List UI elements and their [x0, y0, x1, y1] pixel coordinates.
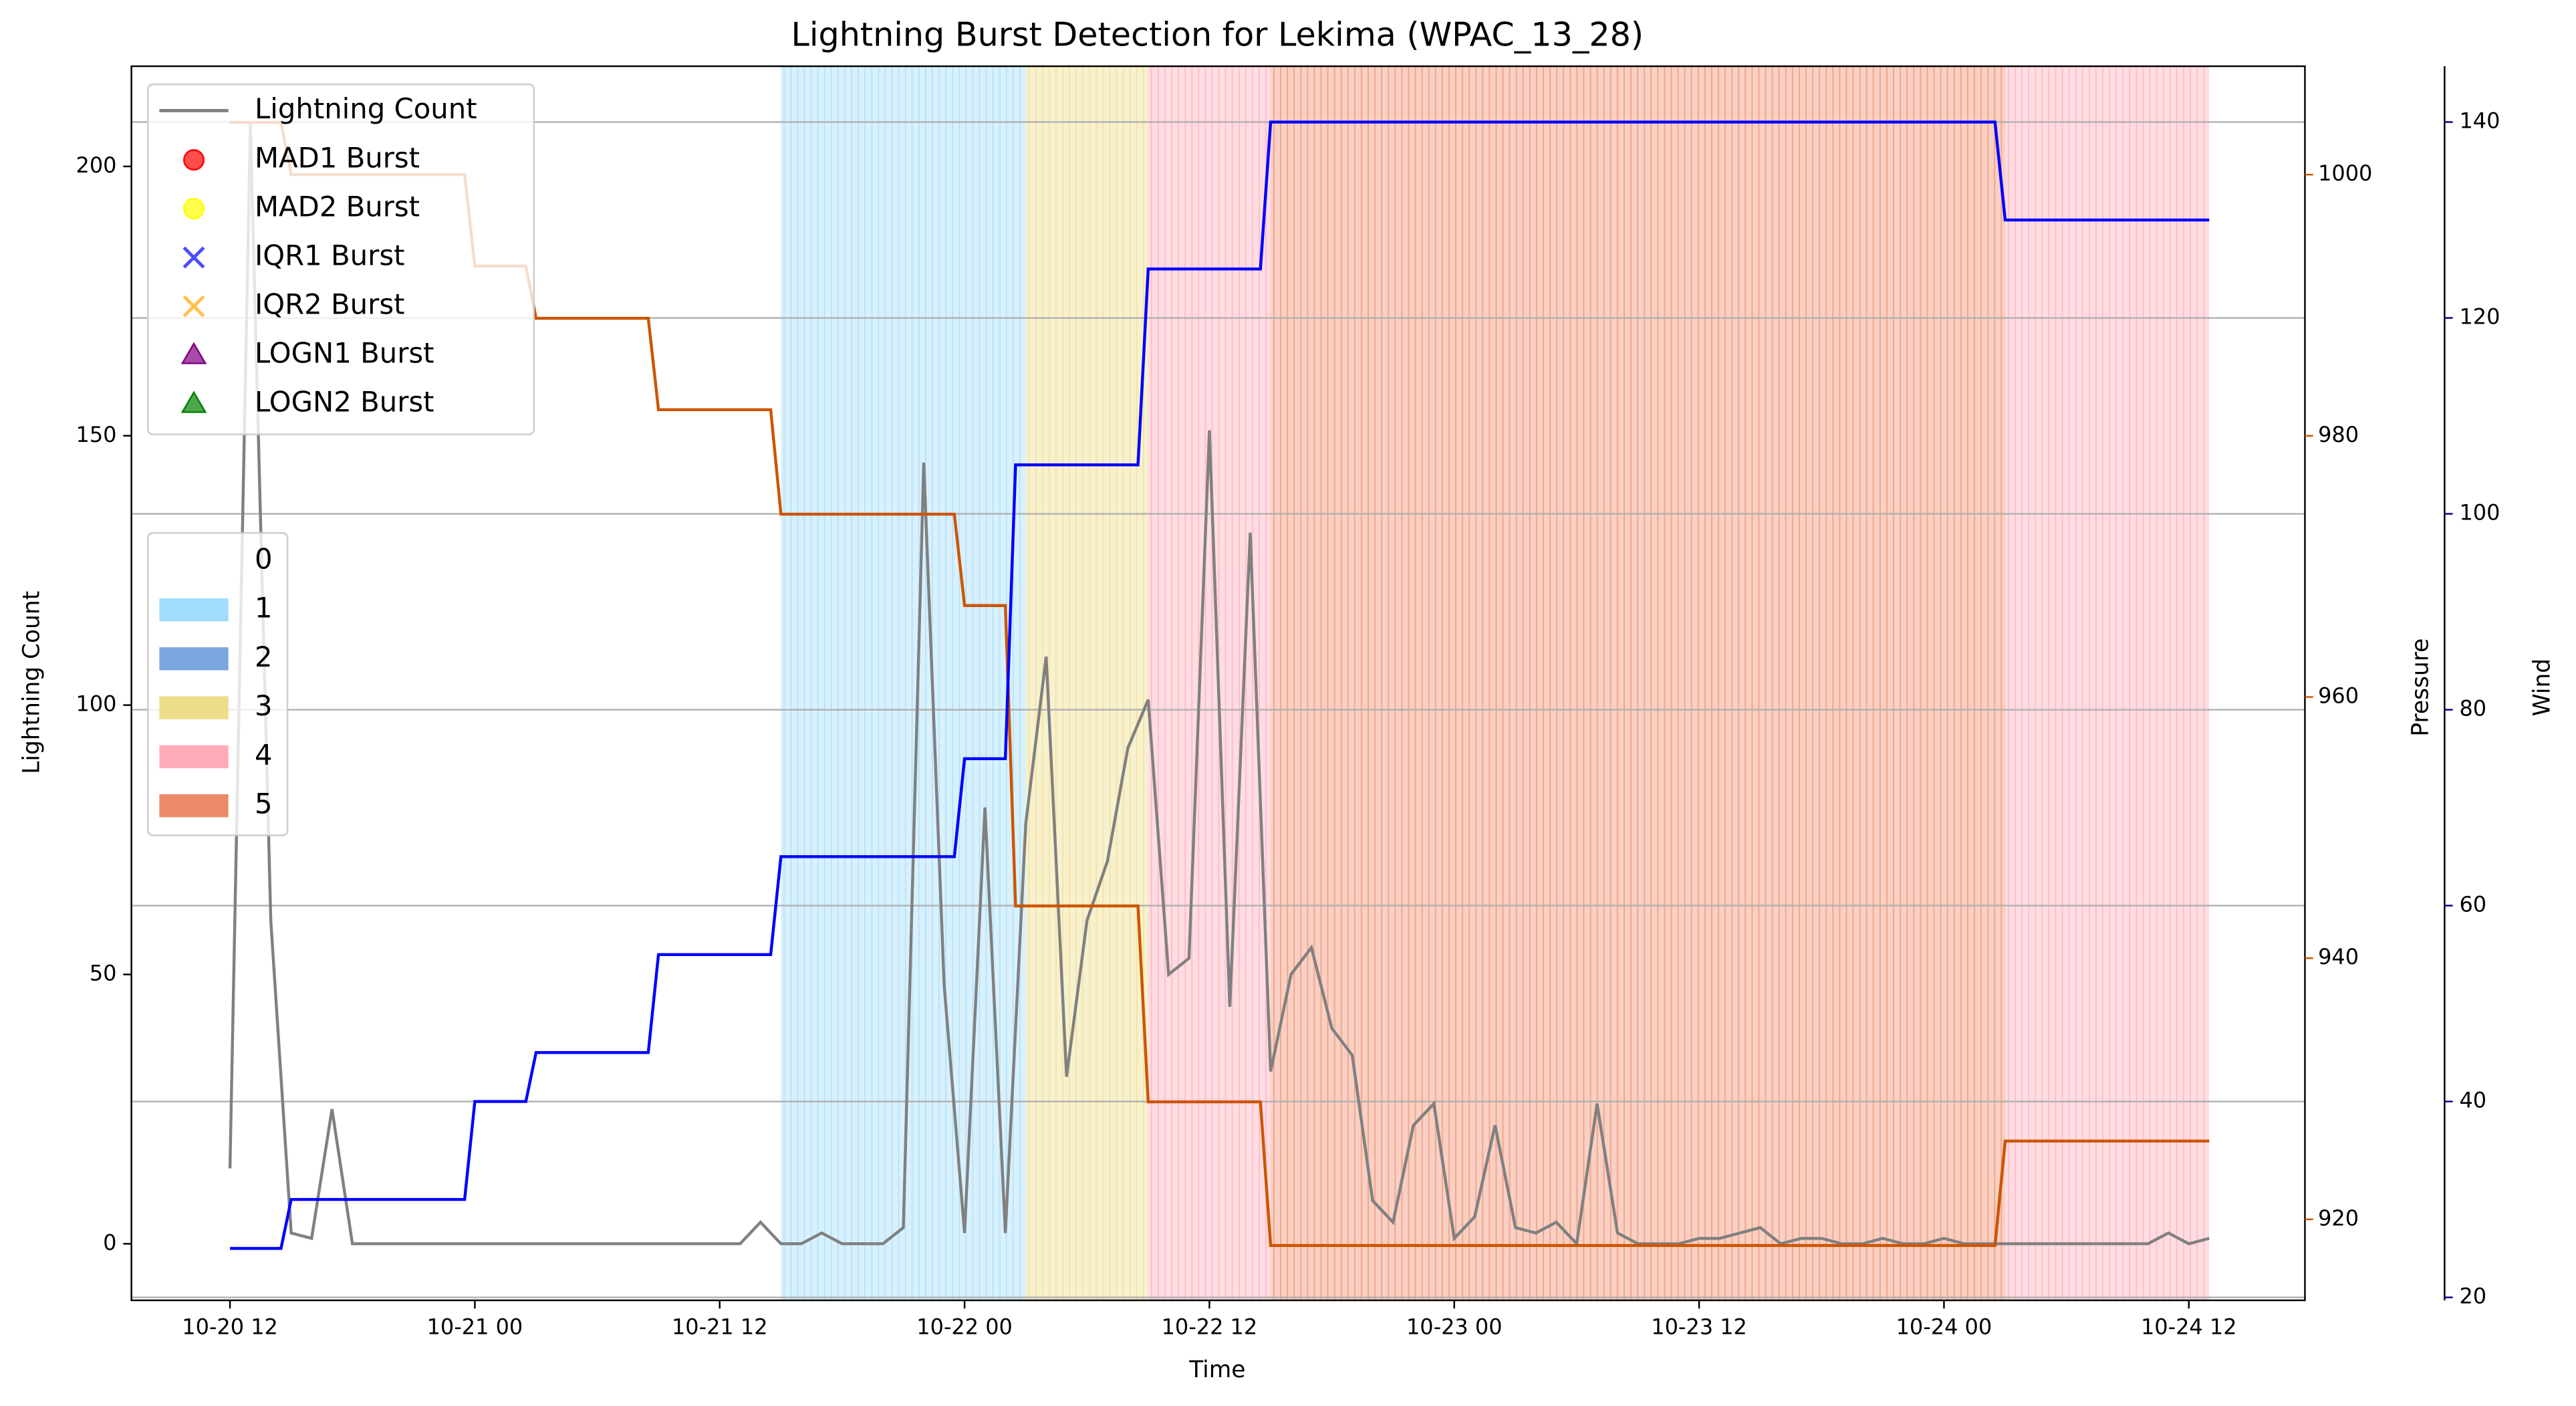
y-axis-label: Lightning Count	[19, 591, 45, 774]
x-tick-label: 10-23 00	[1406, 1314, 1503, 1340]
x-tick-label: 10-22 00	[916, 1314, 1013, 1340]
category-span	[1148, 66, 1271, 1300]
x-tick-label: 10-24 12	[2141, 1314, 2237, 1340]
legend-swatch	[159, 598, 229, 622]
legend-label: MAD1 Burst	[255, 142, 420, 174]
legend-label: IQR1 Burst	[255, 239, 405, 272]
legend-label: IQR2 Burst	[255, 288, 405, 321]
chart-title: Lightning Burst Detection for Lekima (WP…	[791, 15, 1644, 53]
legend-label: 0	[255, 542, 273, 575]
legend-label: LOGN1 Burst	[255, 337, 434, 370]
category-span	[2005, 66, 2210, 1300]
y3-tick-label: 60	[2459, 892, 2486, 917]
y-tick-label: 200	[76, 152, 117, 178]
legend-label: 3	[255, 689, 273, 722]
y3-tick-label: 20	[2459, 1284, 2486, 1309]
y2-tick-label: 1000	[2318, 160, 2372, 186]
legend-marker	[180, 342, 207, 364]
x-tick-label: 10-24 00	[1896, 1314, 1992, 1340]
y-tick-label: 0	[103, 1229, 116, 1255]
legend-label: 2	[255, 640, 273, 673]
y3-tick-label: 140	[2459, 108, 2500, 134]
y2-axis-label: Pressure	[2407, 638, 2434, 737]
y3-axis-label: Wind	[2529, 659, 2555, 716]
plot-frame	[130, 65, 2306, 1302]
category-span	[781, 66, 1026, 1300]
series-line	[230, 120, 2210, 1250]
legend-swatch	[159, 696, 229, 719]
x-tick-label: 10-22 12	[1162, 1314, 1258, 1340]
legend-box	[146, 83, 535, 435]
x-axis-label: Time	[1188, 1357, 1245, 1383]
legend-swatch	[159, 647, 229, 671]
legend-label: 1	[255, 592, 273, 624]
x-tick-label: 10-21 12	[672, 1314, 768, 1340]
y2-tick-label: 960	[2318, 683, 2359, 709]
legend-label: 5	[255, 788, 273, 820]
y-tick-label: 50	[90, 960, 117, 985]
legend-swatch	[159, 794, 229, 818]
legend-label: MAD2 Burst	[255, 191, 420, 223]
y3-tick-label: 40	[2459, 1088, 2486, 1113]
legend-marker	[182, 295, 205, 318]
y3-tick-label: 100	[2459, 500, 2500, 525]
y2-tick-label: 920	[2318, 1205, 2359, 1231]
legend-marker	[182, 246, 205, 269]
x-tick-label: 10-20 12	[182, 1314, 278, 1340]
y-tick-label: 150	[76, 422, 117, 447]
series-line	[228, 123, 2210, 1248]
category-spans	[781, 66, 2210, 1300]
legend-label: Lightning Count	[255, 92, 477, 125]
y2-tick-label: 980	[2318, 422, 2359, 447]
legend: Lightning Count MAD1 Burst MAD2 Burst IQR1 …	[159, 92, 477, 820]
axes: 10-20 12 10-21 00 10-21 12 10-22 00 10-22 12…	[76, 108, 2500, 1340]
x-tick-label: 10-21 00	[427, 1314, 523, 1340]
y3-tick-label: 80	[2459, 696, 2486, 721]
legend-marker	[180, 390, 207, 413]
y2-tick-label: 940	[2318, 944, 2359, 969]
y3-tick-label: 120	[2459, 304, 2500, 330]
legend-label: LOGN2 Burst	[255, 386, 434, 419]
y-tick-label: 100	[76, 691, 117, 717]
x-tick-label: 10-23 12	[1651, 1314, 1747, 1340]
legend-marker	[183, 149, 205, 171]
legend-label: 4	[255, 738, 273, 771]
legend-marker	[183, 198, 205, 220]
legend-swatch	[159, 745, 229, 769]
